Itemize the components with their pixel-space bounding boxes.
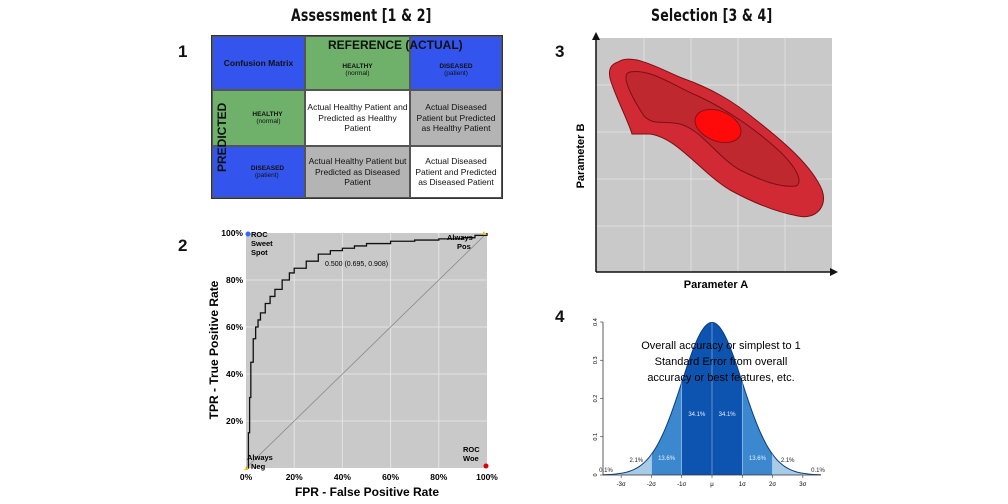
- true-negative-cell: Actual Healthy Patient and Predicted as …: [305, 90, 410, 146]
- col-diseased-label: DISEASED: [439, 62, 473, 70]
- band-area-0: [621, 454, 652, 475]
- row-healthy-sub: (normal): [256, 118, 281, 125]
- contour-center-region: [694, 108, 742, 144]
- norm-x-tick: -3σ: [617, 482, 626, 488]
- roc-x-tick: 20%: [286, 472, 303, 482]
- norm-x-tick: 1σ: [739, 482, 746, 488]
- roc-threshold-label: 0.500 (0.695, 0.908): [325, 261, 388, 268]
- normal-curve: [602, 321, 822, 476]
- col-diseased-header: DISEASED (patient): [410, 36, 502, 90]
- row-diseased-sub: (patient): [254, 172, 279, 179]
- col-healthy-header: HEALTHY (normal): [305, 36, 410, 90]
- reference-label: REFERENCE (ACTUAL): [328, 38, 463, 52]
- parameter-a-label: Parameter A: [684, 279, 748, 291]
- confusion-matrix: Confusion Matrix HEALTHY (normal) DISEAS…: [211, 35, 503, 199]
- contour-x-arrow: [830, 268, 838, 276]
- always-pos-label-2: Pos: [457, 242, 471, 251]
- roc-y-tick: 40%: [226, 369, 243, 379]
- always-neg-label-2: Neg: [251, 462, 266, 471]
- roc-x-tick: 60%: [382, 472, 399, 482]
- roc-x-tick: 100%: [476, 472, 498, 482]
- sweet-spot-marker: [245, 231, 251, 237]
- roc-woe-marker: [483, 463, 489, 469]
- tail-percent-label: 0.1%: [811, 468, 825, 474]
- panel-number-1: 1: [178, 42, 188, 61]
- row-diseased-label: DISEASED: [250, 164, 285, 172]
- predicted-label: PREDICTED: [215, 102, 229, 172]
- right-tail-area: [802, 473, 821, 475]
- parameter-b-label: Parameter B: [575, 124, 587, 189]
- panel-number-3: 3: [555, 42, 565, 61]
- band-percent-label: 2.1%: [629, 458, 643, 464]
- parameter-contour-chart: Parameter A Parameter B: [575, 32, 838, 291]
- band-percent-label: 34.1%: [719, 412, 737, 418]
- always-pos-label-1: Always: [447, 233, 473, 242]
- row-healthy-label: HEALTHY: [252, 110, 283, 118]
- roc-woe-label-1: ROC: [463, 445, 480, 454]
- col-healthy-sub: (normal): [345, 70, 370, 77]
- roc-x-axis-label: FPR - False Positive Rate: [295, 485, 439, 499]
- random-diagonal: [245, 232, 488, 469]
- matrix-corner: Confusion Matrix: [212, 36, 305, 90]
- norm-y-tick: 0: [593, 473, 599, 476]
- roc-y-tick: 60%: [226, 322, 243, 332]
- always-neg-marker: [244, 466, 248, 470]
- roc-chart: 0% 20% 40% 60% 80% 100% 100% 80% 60% 40% 20% 0.500…: [207, 228, 498, 499]
- norm-x-tick: -2σ: [647, 482, 656, 488]
- accuracy-annotation-line-2: Standard Error from overall: [655, 356, 788, 368]
- norm-y-tick: 0.3: [593, 356, 599, 364]
- norm-x-tick: 3σ: [799, 482, 806, 488]
- row-healthy-header: HEALTHY (normal): [212, 90, 305, 146]
- norm-y-tick: 0.1: [593, 433, 599, 441]
- band-percent-label: 34.1%: [688, 412, 706, 418]
- norm-y-tick: 0.2: [593, 395, 599, 403]
- roc-x-tick: 80%: [430, 472, 447, 482]
- roc-y-axis-label: TPR - True Positive Rate: [207, 280, 221, 419]
- selection-title: Selection [3 & 4]: [651, 6, 773, 26]
- roc-y-tick: 80%: [226, 275, 243, 285]
- col-healthy-label: HEALTHY: [342, 62, 373, 70]
- roc-x-tick: 40%: [334, 472, 351, 482]
- band-percent-label: 13.6%: [658, 456, 676, 462]
- false-positive-cell: Actual Healthy Patient but Predicted as …: [305, 146, 410, 198]
- panel-number-4: 4: [555, 307, 565, 326]
- panel-number-2: 2: [178, 236, 188, 255]
- roc-woe-label-2: Woe: [463, 454, 479, 463]
- band-percent-label: 2.1%: [781, 458, 795, 464]
- roc-y-tick: 100%: [221, 228, 243, 238]
- assessment-title: Assessment [1 & 2]: [291, 6, 432, 26]
- sweet-spot-label-2: Sweet: [251, 239, 273, 248]
- normal-distribution-chart: 2.1% 13.6% 34.1% 34.1% 13.6% 2.1% 0.1% 0.1% 0 0.…: [593, 318, 825, 488]
- col-diseased-sub: (patient): [444, 70, 468, 77]
- left-tail-area: [603, 473, 622, 475]
- sweet-spot-label-1: ROC: [251, 230, 268, 239]
- norm-y-tick: 0.4: [593, 318, 599, 326]
- roc-y-tick: 20%: [226, 416, 243, 426]
- row-diseased-header: DISEASED (patient): [212, 146, 305, 198]
- always-neg-label-1: Always: [247, 453, 273, 462]
- false-negative-cell: Actual Diseased Patient but Predicted as…: [410, 90, 502, 146]
- accuracy-annotation-line-1: Overall accuracy or simplest to 1: [641, 340, 801, 352]
- band-percent-label: 13.6%: [749, 456, 767, 462]
- true-positive-cell: Actual Diseased Patient and Predicted as…: [410, 146, 502, 198]
- norm-x-tick: -1σ: [677, 482, 686, 488]
- contour-y-arrow: [592, 32, 600, 40]
- tail-percent-label: 0.1%: [599, 468, 613, 474]
- sweet-spot-label-3: Spot: [251, 248, 268, 257]
- always-pos-marker: [483, 231, 487, 235]
- accuracy-annotation-line-3: accuracy or best features, etc.: [647, 372, 794, 384]
- roc-x-tick: 0%: [240, 472, 253, 482]
- norm-x-tick: 2σ: [769, 482, 776, 488]
- norm-x-tick: μ: [710, 482, 714, 488]
- roc-curve: [246, 233, 488, 469]
- band-area-5: [772, 454, 803, 475]
